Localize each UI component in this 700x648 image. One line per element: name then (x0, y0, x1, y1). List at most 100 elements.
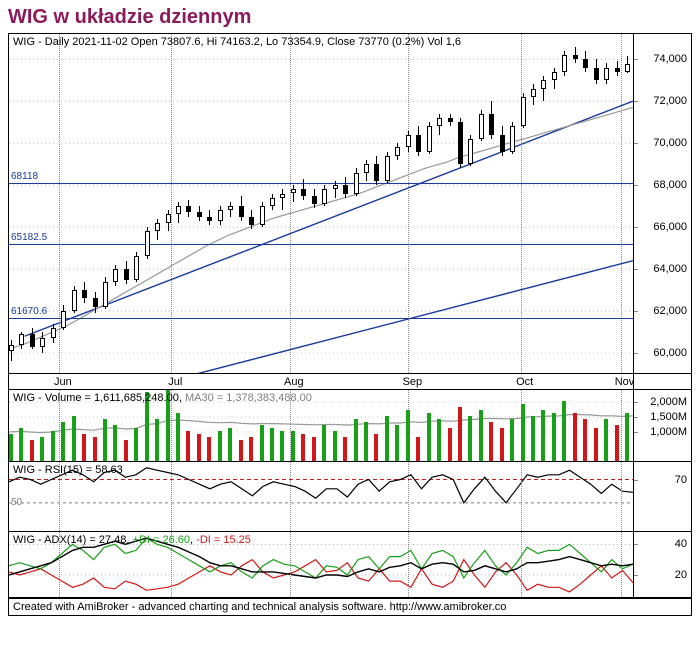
rsi-panel-label: WIG - RSI(15) = 58.63 (13, 464, 123, 476)
volume-bar (374, 434, 378, 461)
ytick-label: 1,500M (650, 411, 687, 423)
ytick-label: 1,000M (650, 426, 687, 438)
volume-bar (301, 434, 305, 461)
volume-bar (448, 428, 452, 461)
xtick-label: Sep (403, 376, 423, 388)
xtick-label: Nov (615, 376, 635, 388)
xtick-label: Oct (516, 376, 533, 388)
volume-panel: WIG - Volume = 1,611,685,248.00, MA30 = … (9, 390, 691, 462)
x-axis: Jun Jul Aug Sep Oct Nov (9, 374, 691, 390)
volume-bar (552, 413, 556, 461)
volume-bar (385, 416, 389, 461)
volume-bar (270, 428, 274, 461)
volume-bar (416, 437, 420, 461)
volume-bar (113, 425, 117, 461)
volume-bar (186, 431, 190, 461)
adx-panel: WIG - ADX(14) = 27.48, +DI = 26.60, -DI … (9, 532, 691, 598)
volume-bar (239, 440, 243, 461)
ytick-label: 74,000 (653, 53, 687, 65)
volume-bar (155, 419, 159, 461)
volume-bar (207, 437, 211, 461)
volume-bar (583, 419, 587, 461)
price-hlevel (9, 318, 633, 319)
ytick-label: 72,000 (653, 95, 687, 107)
volume-bar (260, 425, 264, 461)
xtick-label: Aug (284, 376, 304, 388)
ytick-label: 64,000 (653, 263, 687, 275)
volume-bar (82, 434, 86, 461)
ytick-label: 68,000 (653, 179, 687, 191)
price-panel-label: WIG - Daily 2021-11-02 Open 73807.6, Hi … (13, 36, 461, 48)
volume-bar (312, 437, 316, 461)
volume-bar (124, 440, 128, 461)
volume-bar (134, 428, 138, 461)
xtick-label: Jun (54, 376, 72, 388)
volume-bar (72, 416, 76, 461)
ytick-label: 40 (675, 538, 687, 550)
adx-y-axis: 2040 (633, 532, 691, 597)
volume-bar (103, 419, 107, 461)
volume-bar (19, 428, 23, 461)
volume-bar (479, 410, 483, 461)
volume-bar (354, 419, 358, 461)
price-hlevel-label: 65182.5 (11, 232, 47, 243)
price-hlevel (9, 183, 633, 184)
ytick-label: 70,000 (653, 137, 687, 149)
ytick-label: 66,000 (653, 221, 687, 233)
volume-bar (510, 419, 514, 461)
volume-bar (427, 413, 431, 461)
volume-bar (573, 413, 577, 461)
volume-bar (30, 440, 34, 461)
price-panel: WIG - Daily 2021-11-02 Open 73807.6, Hi … (9, 34, 691, 374)
volume-bar (93, 437, 97, 461)
ytick-label: 62,000 (653, 305, 687, 317)
ytick-label: 60,000 (653, 347, 687, 359)
volume-y-axis: 1,000M 1,500M 2,000M (633, 390, 691, 461)
price-plot-area: 68118 65182.5 61670.6 (9, 34, 633, 373)
volume-bar (500, 428, 504, 461)
volume-bar (395, 425, 399, 461)
volume-bar (249, 437, 253, 461)
ytick-label: 20 (675, 569, 687, 581)
volume-bar (40, 437, 44, 461)
volume-panel-label: WIG - Volume = 1,611,685,248.00, MA30 = … (13, 392, 312, 404)
volume-bar (333, 431, 337, 461)
ytick-label: 2,000M (650, 396, 687, 408)
volume-bar (291, 431, 295, 461)
volume-bar (176, 413, 180, 461)
volume-bar (322, 425, 326, 461)
rsi-panel: WIG - RSI(15) = 58.63 50 70 (9, 462, 691, 532)
volume-bar (280, 431, 284, 461)
volume-bar (625, 413, 629, 461)
volume-bar (562, 401, 566, 461)
volume-bar (615, 425, 619, 461)
volume-bar (61, 422, 65, 461)
price-hlevel (9, 244, 633, 245)
adx-panel-label: WIG - ADX(14) = 27.48, +DI = 26.60, -DI … (13, 534, 251, 546)
price-hlevel-label: 61670.6 (11, 306, 47, 317)
volume-bar (521, 404, 525, 461)
volume-bar (604, 419, 608, 461)
xtick-label: Jul (168, 376, 182, 388)
volume-bar (531, 416, 535, 461)
volume-bar (541, 410, 545, 461)
volume-bar (437, 419, 441, 461)
volume-bar (343, 437, 347, 461)
rsi-50-label: 50 (11, 497, 22, 508)
volume-bar (406, 410, 410, 461)
volume-bar (9, 434, 13, 461)
volume-bar (364, 422, 368, 461)
volume-bar (468, 416, 472, 461)
volume-bar (458, 407, 462, 461)
volume-bar (228, 428, 232, 461)
price-y-axis: 60,000 62,000 64,000 66,000 68,000 70,000 72,0… (633, 34, 691, 373)
chart-container: WIG - Daily 2021-11-02 Open 73807.6, Hi … (8, 33, 692, 616)
volume-bar (197, 434, 201, 461)
volume-bar (218, 431, 222, 461)
price-hlevel-label: 68118 (11, 171, 38, 182)
volume-bar (594, 428, 598, 461)
ytick-label: 70 (675, 474, 687, 486)
rsi-y-axis: 70 (633, 462, 691, 531)
chart-footer: Created with AmiBroker - advanced charti… (9, 598, 691, 615)
volume-bar (51, 431, 55, 461)
